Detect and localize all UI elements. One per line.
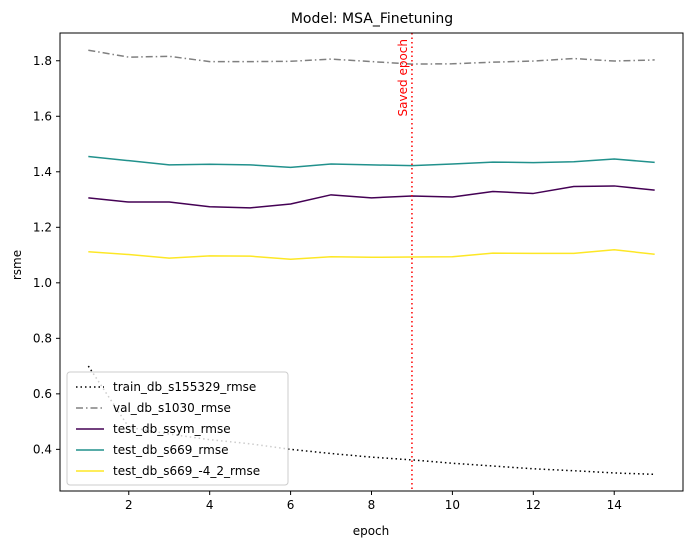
x-tick-label: 4 xyxy=(206,498,214,512)
x-tick-label: 12 xyxy=(526,498,541,512)
x-axis-label: epoch xyxy=(353,524,390,538)
y-tick-label: 1.6 xyxy=(33,109,52,123)
series-line-2 xyxy=(88,49,655,65)
legend-label: test_db_s669_rmse xyxy=(113,443,228,457)
y-tick-label: 1.0 xyxy=(33,276,52,290)
legend-label: train_db_s155329_rmse xyxy=(113,380,256,394)
x-tick-label: 8 xyxy=(368,498,376,512)
series-line-4 xyxy=(88,155,655,169)
legend-box xyxy=(66,371,289,486)
y-tick-label: 0.6 xyxy=(33,387,52,401)
legend-label: test_db_s669_-4_2_rmse xyxy=(113,464,260,478)
y-tick-label: 1.4 xyxy=(33,165,52,179)
legend-label: test_db_ssym_rmse xyxy=(113,422,231,436)
saved-epoch-label: Saved epoch xyxy=(396,39,410,116)
x-tick-label: 2 xyxy=(125,498,133,512)
y-axis-label: rsme xyxy=(10,250,24,280)
chart-title: Model: MSA_Finetuning xyxy=(291,11,453,27)
series-line-5 xyxy=(88,249,655,260)
series-line-3 xyxy=(88,185,655,209)
plot-area: Saved epoch 2 4 6 8 10 12 14 0.4 0.6 0.8 1.0 1.2 1.4 1… xyxy=(33,32,684,512)
y-tick-label: 1.8 xyxy=(33,54,52,68)
x-tick-label: 14 xyxy=(607,498,622,512)
y-tick-label: 0.4 xyxy=(33,442,52,456)
y-tick-label: 1.2 xyxy=(33,220,52,234)
x-tick-label: 10 xyxy=(445,498,460,512)
x-tick-label: 6 xyxy=(287,498,295,512)
legend-label: val_db_s1030_rmse xyxy=(113,401,231,415)
y-tick-label: 0.8 xyxy=(33,331,52,345)
